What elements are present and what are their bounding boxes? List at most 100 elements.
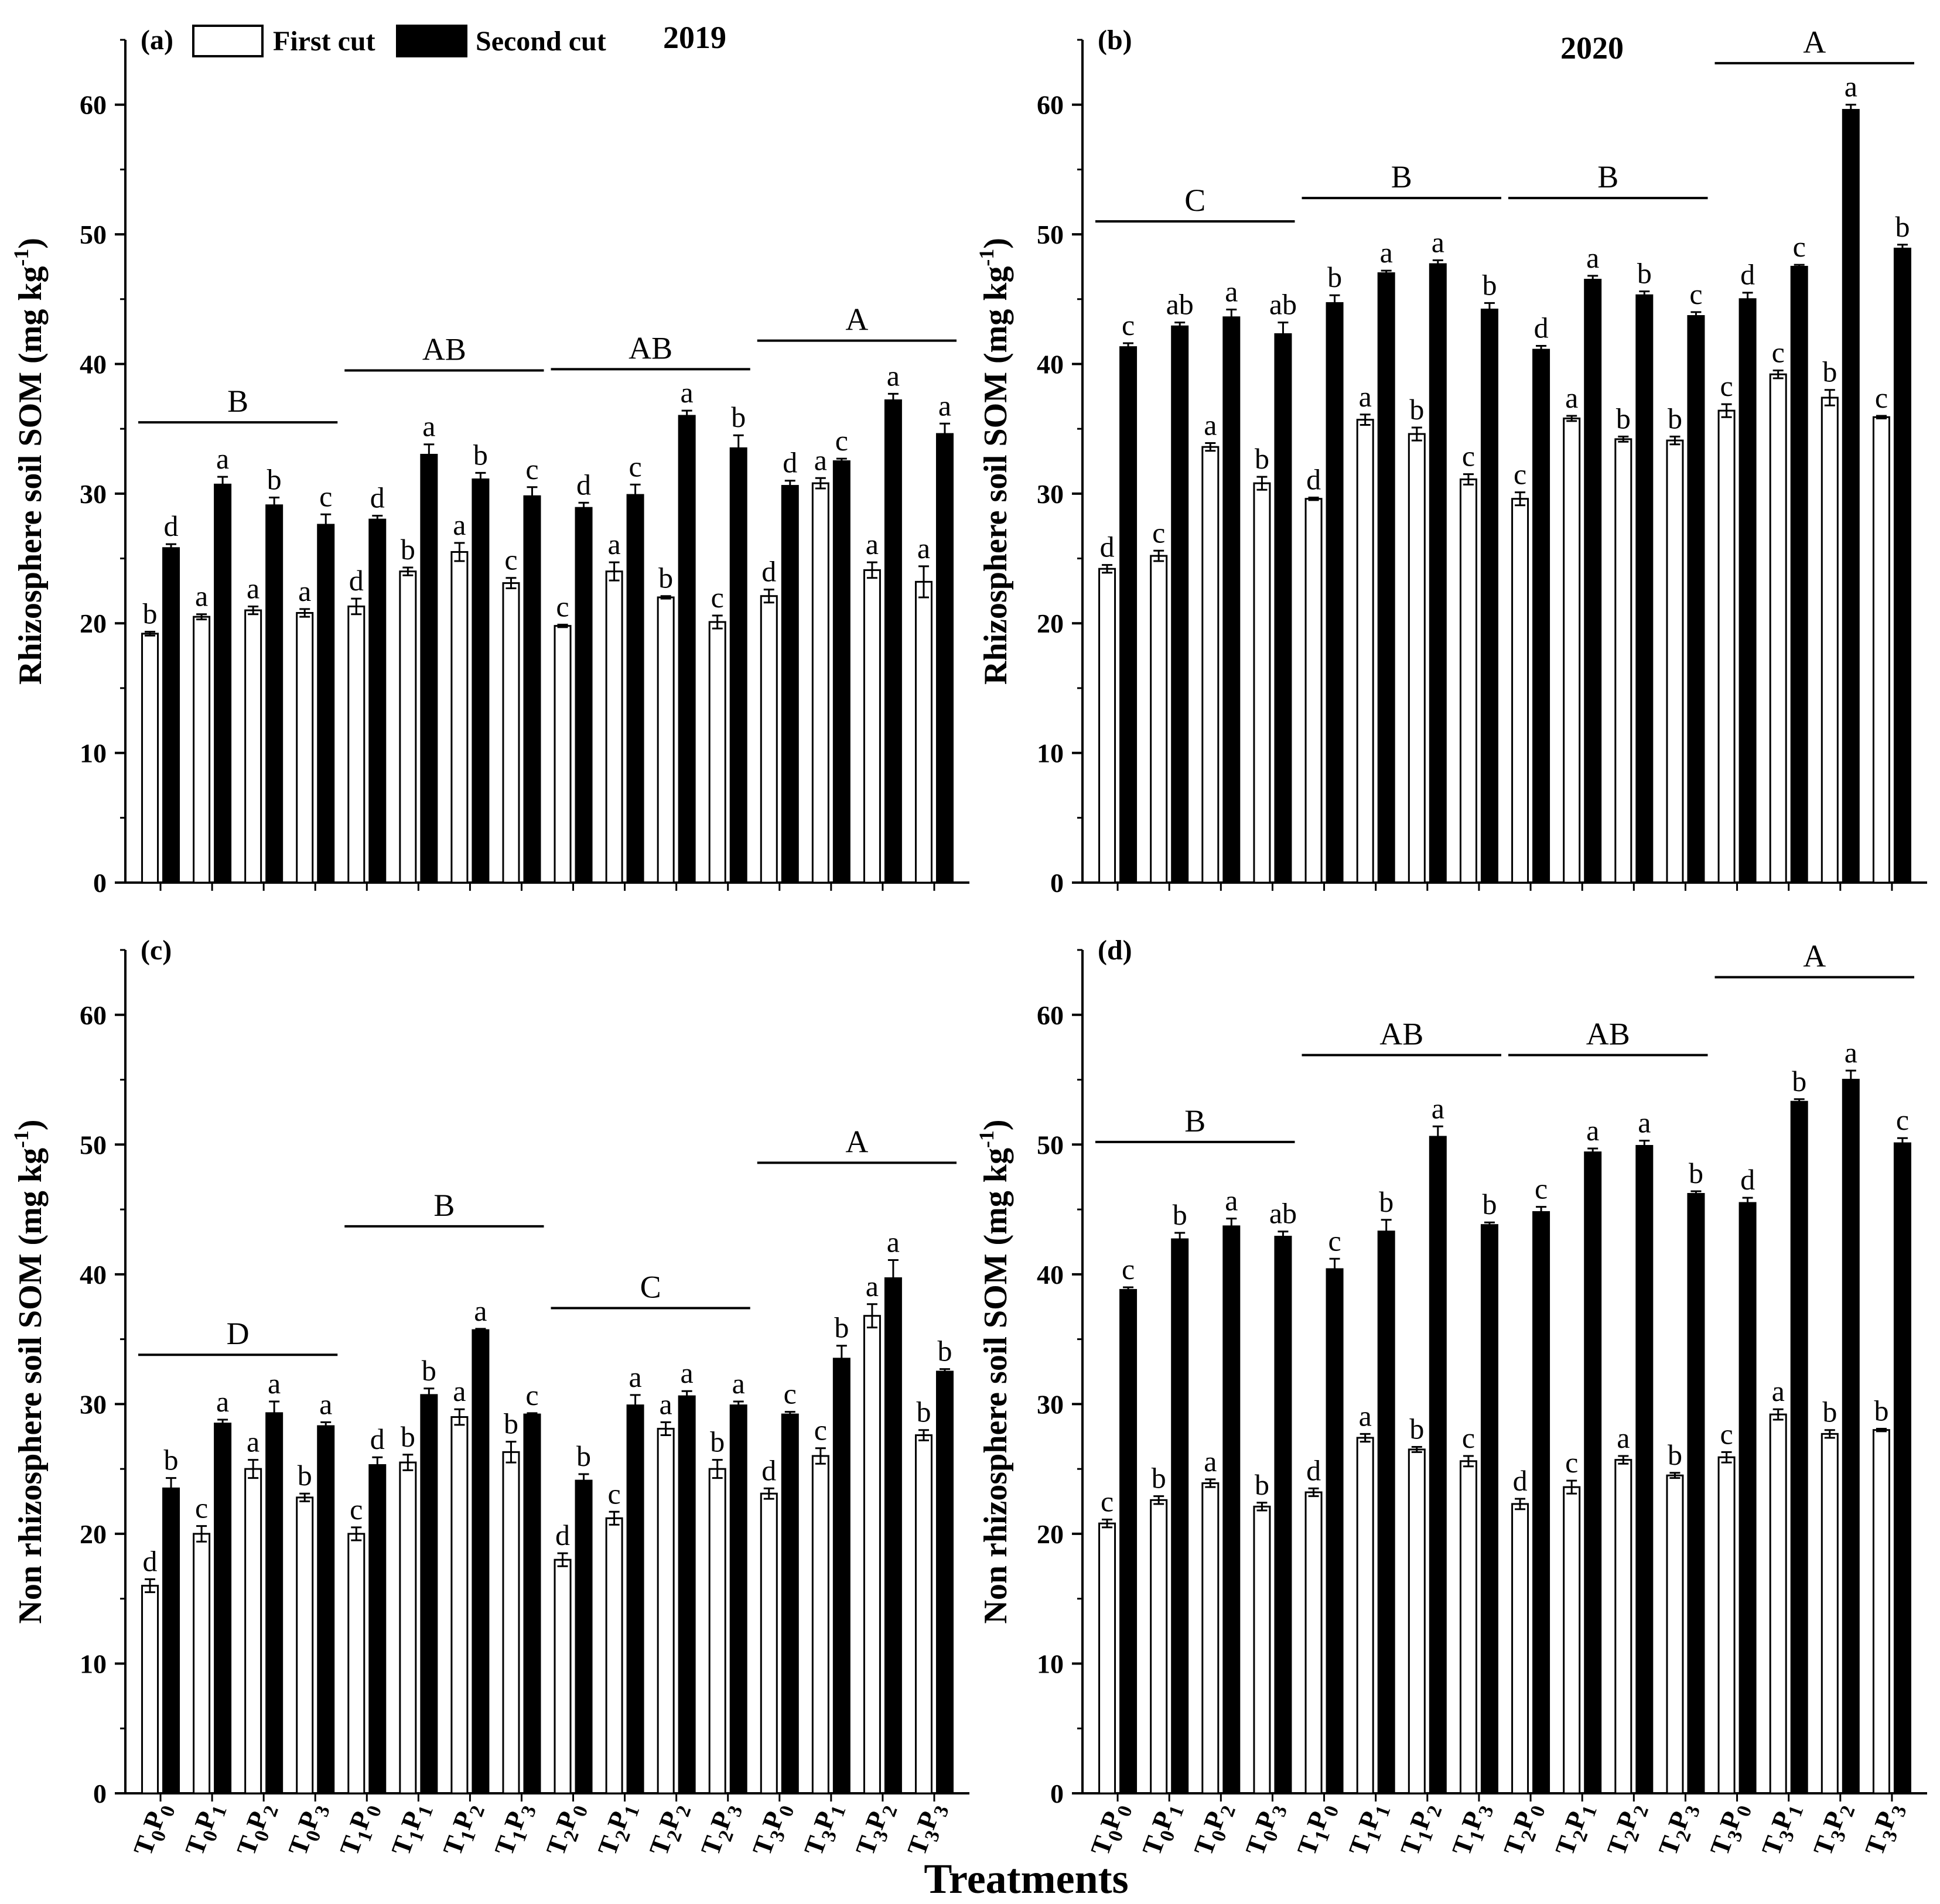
y-tick-label: 60 [80, 90, 107, 120]
bar-second-cut [1377, 1230, 1395, 1794]
bar-second-cut [1326, 302, 1344, 884]
legend-label-second-cut: Second cut [476, 26, 606, 57]
bar-second-cut [265, 504, 284, 884]
y-tick-label: 60 [80, 1000, 107, 1030]
y-tick-label: 10 [80, 739, 107, 768]
significance-letter: c [629, 450, 641, 483]
group-letter: C [640, 1269, 661, 1304]
y-tick-label: 40 [80, 349, 107, 379]
group-letter: AB [422, 332, 466, 367]
significance-letter: a [247, 1426, 259, 1458]
bar-second-cut [1790, 265, 1808, 884]
group-letter: D [227, 1316, 250, 1351]
significance-letter: c [1101, 1485, 1114, 1518]
bar-second-cut [162, 547, 180, 884]
significance-letter: b [1409, 1412, 1424, 1445]
bar-second-cut [1429, 263, 1447, 884]
x-tick-label: T3P3 [1859, 1798, 1911, 1861]
bar-second-cut [1274, 333, 1292, 884]
significance-letter: b [1616, 402, 1631, 435]
y-axis-label-close: ) [978, 1119, 1014, 1130]
bar-second-cut [1790, 1100, 1808, 1794]
significance-letter: b [937, 1335, 952, 1368]
bar-first-cut [450, 551, 469, 884]
y-axis-label-main: Rhizosphere soil SOM (mg kg [12, 266, 49, 685]
group-letter: B [433, 1188, 455, 1223]
significance-letter: a [216, 442, 229, 475]
year-label-2019: 2019 [663, 20, 726, 55]
chart-panel-2: 0 10 20 30 40 50 60 Rhizosphere soil SOM (mg kg… [975, 25, 1927, 898]
y-axis-label: Non rhizosphere soil SOM (mg kg-1) [9, 1119, 49, 1623]
y-axis-label-main: Non rhizosphere soil SOM (mg kg [12, 1148, 49, 1624]
significance-letter: b [576, 1440, 591, 1472]
bar-second-cut [1532, 348, 1550, 884]
significance-letter: a [247, 572, 259, 604]
significance-letter: b [143, 597, 158, 630]
bar-second-cut [317, 524, 335, 884]
significance-letter: b [710, 1426, 725, 1458]
bar-first-cut [863, 1315, 881, 1794]
significance-letter: b [1689, 1157, 1703, 1189]
x-tick-label: T2P3 [695, 1798, 747, 1861]
significance-letter: c [1122, 309, 1135, 341]
x-tick-label: T1P3 [489, 1798, 541, 1861]
significance-letter: a [1638, 1106, 1651, 1139]
significance-letter: a [887, 359, 900, 392]
x-tick-label: T3P1 [1755, 1798, 1808, 1861]
bar-second-cut [1739, 1202, 1757, 1794]
significance-letter: b [1327, 261, 1342, 293]
significance-letter: a [1225, 275, 1238, 307]
significance-letter: b [834, 1311, 849, 1344]
bar-first-cut [760, 595, 778, 884]
x-tick-label: T0P2 [1188, 1798, 1240, 1861]
bar-second-cut [1893, 1142, 1911, 1794]
significance-letter: c [1514, 458, 1526, 491]
bar-first-cut [1408, 1448, 1426, 1794]
bar-second-cut [420, 1394, 438, 1794]
y-axis-label-main: Non rhizosphere soil SOM (mg kg [978, 1148, 1014, 1624]
significance-letter: d [164, 510, 179, 542]
x-tick-label: T2P2 [1601, 1798, 1653, 1861]
bar-second-cut [729, 447, 747, 884]
bar-second-cut [1532, 1211, 1550, 1794]
bar-second-cut [575, 1479, 593, 1794]
significance-letter: c [1328, 1224, 1341, 1257]
significance-letter: c [525, 453, 538, 486]
bar-first-cut [708, 1468, 726, 1794]
significance-letter: a [1204, 409, 1217, 442]
bar-second-cut [1119, 1288, 1138, 1794]
bar-first-cut [347, 1533, 366, 1794]
bar-second-cut [832, 460, 851, 884]
bar-first-cut [914, 580, 933, 884]
significance-letter: a [298, 575, 311, 607]
significance-letter: a [474, 1294, 487, 1327]
y-tick-label: 10 [1037, 1649, 1064, 1679]
significance-letter: b [1173, 1198, 1187, 1231]
bar-second-cut [1893, 247, 1911, 884]
x-tick-label: T0P0 [128, 1798, 180, 1861]
significance-letter: b [1152, 1462, 1166, 1495]
bar-second-cut [1222, 316, 1241, 884]
bar-second-cut [1171, 1238, 1189, 1794]
significance-letter: c [607, 1477, 620, 1510]
group-letter: B [227, 384, 248, 419]
significance-letter: b [1409, 393, 1424, 426]
bar-first-cut [811, 482, 829, 884]
bar-second-cut [472, 478, 490, 884]
bar-second-cut [1842, 109, 1860, 884]
significance-letter: b [422, 1354, 436, 1387]
bar-second-cut [1222, 1225, 1241, 1794]
x-tick-label: T3P2 [1808, 1798, 1860, 1861]
chart-panel-3: 0 10 20 30 40 50 60 Non rhizosphere soil SOM (m… [9, 935, 969, 1861]
group-letter: AB [1586, 1016, 1630, 1051]
bar-first-cut [1511, 498, 1529, 884]
bar-first-cut [1201, 446, 1220, 884]
bar-first-cut [1717, 409, 1736, 884]
y-tick-label: 0 [93, 868, 107, 898]
significance-letter: a [866, 528, 879, 560]
legend: First cut Second cut [192, 25, 606, 57]
y-tick-label: 10 [80, 1649, 107, 1679]
group-letter: B [1597, 159, 1618, 194]
significance-letter: a [1845, 70, 1857, 103]
y-tick-label: 50 [1037, 220, 1064, 249]
